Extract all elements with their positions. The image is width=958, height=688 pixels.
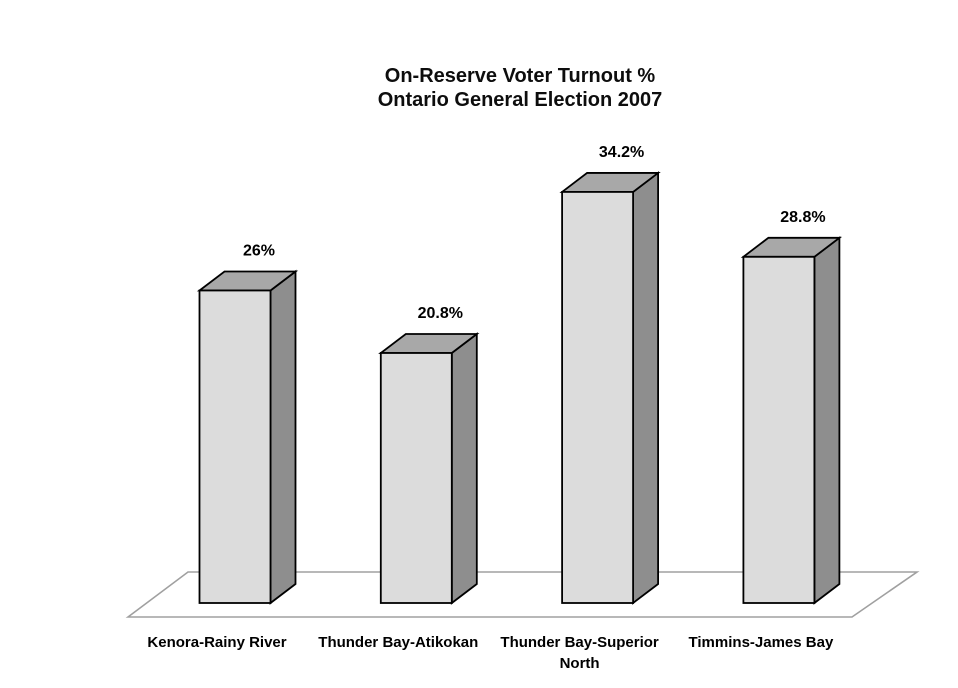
bar-column-2: 20.8% Thunder Bay-Atikokan (318, 305, 480, 651)
category-tick-label: Thunder Bay-Atikokan (318, 634, 478, 651)
bar-side-face (632, 171, 659, 605)
bar-front-face (742, 255, 816, 604)
bar-side-face (450, 332, 478, 605)
category-tick-label: Kenora-Rainy River (147, 634, 286, 651)
bar-column-4: 28.8% Timmins-James Bay (689, 209, 843, 651)
bar-front-face (561, 191, 634, 604)
bar-value-label: 28.8% (780, 209, 825, 226)
bar-column-3: 34.2% Thunder Bay-Superior North (500, 144, 661, 672)
category-tick-label: Thunder Bay-Superior (500, 634, 659, 651)
chart-title-line1: On-Reserve Voter Turnout % (384, 65, 656, 87)
bar-front-face (198, 289, 272, 604)
category-tick-label: North (560, 655, 600, 672)
category-tick-label: Timmins-James Bay (689, 634, 834, 651)
bar-value-label: 20.8% (418, 305, 463, 322)
bar-value-label: 26% (243, 242, 275, 259)
chart-title-line2: Ontario General Election 2007 (377, 89, 663, 111)
chart-title: On-Reserve Voter Turnout % Ontario Gener… (378, 64, 663, 112)
bar-side-face (813, 236, 841, 605)
bar-side-face (269, 269, 297, 605)
chart-floor (125, 571, 920, 618)
bar-column-1: 26% Kenora-Rainy River (147, 242, 299, 651)
bar-front-face (379, 352, 453, 604)
bar-value-label: 34.2% (599, 144, 644, 161)
